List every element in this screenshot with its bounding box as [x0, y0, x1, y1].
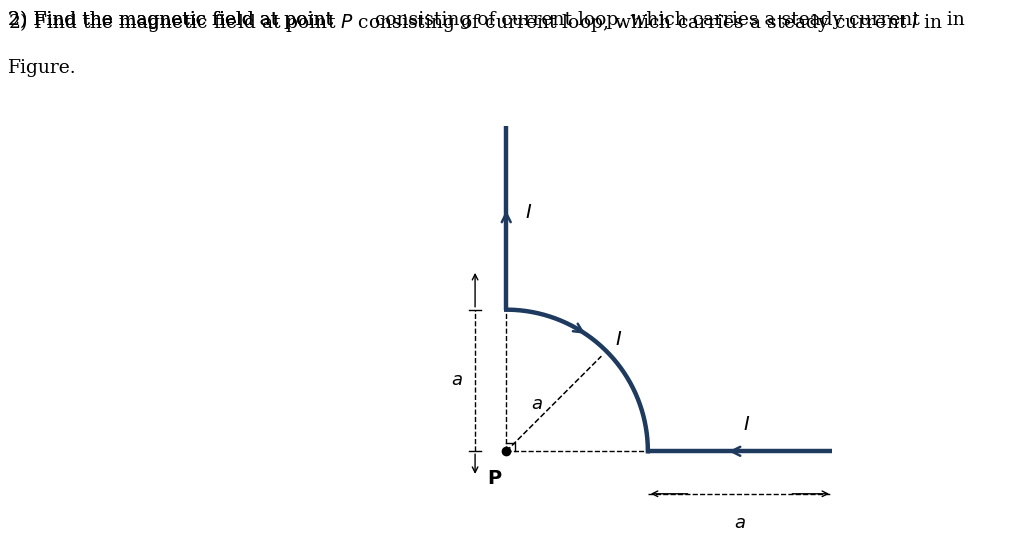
Text: 2) Find the magnetic field at point $P$ consisting of current loop, which carrie: 2) Find the magnetic field at point $P$ …: [8, 11, 943, 34]
Text: $\mathbf{P}$: $\mathbf{P}$: [487, 470, 503, 488]
Text: $a$: $a$: [734, 514, 746, 531]
Text: $a$: $a$: [451, 372, 462, 389]
Text: Figure.: Figure.: [8, 59, 77, 77]
Text: $\mathit{I}$: $\mathit{I}$: [524, 204, 531, 222]
Text: 2) Find the magnetic field at point          consisting of current loop, which c: 2) Find the magnetic field at point cons…: [8, 11, 965, 29]
Text: $\mathit{I}$: $\mathit{I}$: [615, 332, 622, 349]
Text: $a$: $a$: [531, 395, 543, 413]
Text: 2) Find the magnetic field at point: 2) Find the magnetic field at point: [8, 11, 339, 29]
Text: $\mathit{I}$: $\mathit{I}$: [743, 416, 751, 434]
